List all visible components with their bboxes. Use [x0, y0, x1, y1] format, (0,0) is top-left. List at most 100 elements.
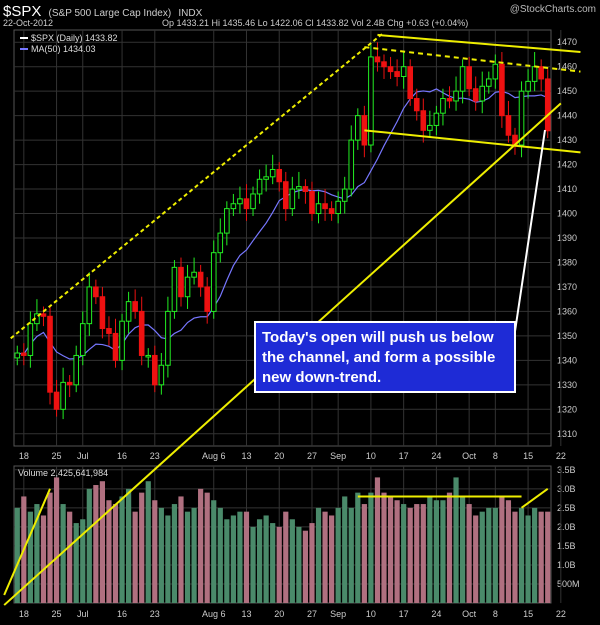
candle-body — [191, 271, 197, 278]
x-tick-label: Sep — [330, 609, 346, 619]
price-tick-label: 1410 — [557, 184, 577, 194]
candle-body — [472, 88, 479, 102]
candle-body — [93, 286, 99, 298]
price-tick-label: 1370 — [557, 282, 577, 292]
volume-bar — [512, 511, 518, 603]
volume-bar — [158, 507, 164, 603]
volume-bar — [178, 496, 184, 603]
volume-bar — [322, 511, 328, 603]
candle-body — [322, 203, 328, 210]
volume-bar — [224, 519, 230, 603]
x-tick-label: 10 — [366, 451, 376, 461]
x-tick-label: Sep — [330, 451, 346, 461]
x-tick-label: 20 — [274, 451, 284, 461]
candle-body — [210, 252, 217, 312]
volume-bar — [276, 526, 282, 603]
candle-body — [27, 323, 34, 356]
annotation-callout: Today's open will push us below the chan… — [254, 321, 516, 393]
volume-bar — [401, 504, 407, 603]
x-tick-label: 8 — [493, 609, 498, 619]
candle-body — [374, 56, 381, 63]
x-tick-label: 15 — [523, 609, 533, 619]
candle-body — [237, 198, 243, 205]
candle-body — [106, 328, 112, 334]
volume-bar — [407, 507, 413, 603]
volume-bar — [112, 504, 119, 603]
volume-bar — [329, 515, 335, 603]
volume-bar — [446, 492, 453, 603]
candle-body — [230, 203, 237, 210]
x-tick-label: 22 — [556, 609, 566, 619]
volume-bar — [505, 500, 512, 603]
candle-body — [348, 139, 355, 190]
candle-body — [79, 323, 86, 356]
x-tick-label: 27 — [307, 609, 317, 619]
volume-bar — [80, 519, 86, 603]
volume-bar — [289, 519, 295, 603]
price-tick-label: 1380 — [557, 257, 577, 267]
volume-bar — [466, 504, 472, 603]
volume-bar — [152, 500, 158, 603]
candle-body — [315, 203, 322, 215]
x-tick-label: 27 — [307, 451, 317, 461]
volume-bar — [348, 507, 354, 603]
candle-body — [263, 176, 269, 180]
candle-body — [492, 63, 499, 80]
volume-bar — [394, 500, 400, 603]
candle-body — [276, 168, 283, 183]
price-tick-label: 1350 — [557, 331, 577, 341]
candle-body — [282, 181, 289, 210]
candle-body — [525, 80, 531, 92]
volume-bar — [342, 496, 348, 603]
candle-body — [125, 301, 132, 322]
volume-bar — [532, 507, 538, 603]
candle-body — [479, 85, 486, 102]
candle-body — [14, 352, 21, 359]
price-tick-label: 1460 — [557, 62, 577, 72]
x-tick-label: 16 — [117, 609, 127, 619]
volume-bar — [67, 511, 73, 603]
volume-bar — [40, 515, 47, 603]
volume-bar — [427, 496, 433, 603]
volume-tick-label: 2.0B — [557, 522, 576, 532]
candle-body — [485, 78, 492, 87]
volume-bar — [433, 500, 439, 603]
x-tick-label: 18 — [19, 609, 29, 619]
candle-body — [47, 315, 53, 393]
candle-body — [341, 188, 348, 202]
volume-bar — [14, 507, 20, 603]
volume-bar — [355, 492, 361, 603]
candle-body — [138, 310, 145, 356]
candle-body — [531, 66, 538, 82]
volume-tick-label: 3.5B — [557, 465, 576, 475]
candle-body — [66, 381, 73, 386]
volume-bar — [492, 507, 498, 603]
volume-bar — [545, 511, 551, 603]
candle-body — [538, 66, 544, 80]
volume-bar — [73, 523, 79, 603]
volume-bar — [473, 515, 479, 603]
x-tick-label: Aug 6 — [202, 609, 226, 619]
price-tick-label: 1420 — [557, 160, 577, 170]
price-tick-label: 1310 — [557, 429, 577, 439]
volume-bar — [283, 511, 289, 603]
volume-bar — [53, 477, 60, 603]
volume-bar — [374, 477, 381, 603]
volume-bar — [440, 500, 446, 603]
volume-bar — [270, 523, 276, 603]
x-tick-label: 17 — [399, 609, 409, 619]
volume-bar — [191, 507, 197, 603]
candle-body — [420, 110, 427, 131]
ohlc-readout: Op 1433.21 Hi 1435.46 Lo 1422.06 Cl 1433… — [162, 18, 469, 28]
volume-bar — [211, 500, 217, 603]
volume-bar — [296, 526, 302, 603]
volume-bar — [315, 507, 322, 603]
candle-body — [433, 112, 440, 126]
stockcharts-watermark: @StockCharts.com — [509, 4, 596, 15]
candle-body — [368, 56, 374, 146]
volume-bar — [453, 477, 459, 603]
x-tick-label: 13 — [241, 609, 251, 619]
candle-body — [518, 90, 525, 146]
volume-bar — [479, 511, 485, 603]
volume-bar — [139, 492, 145, 603]
